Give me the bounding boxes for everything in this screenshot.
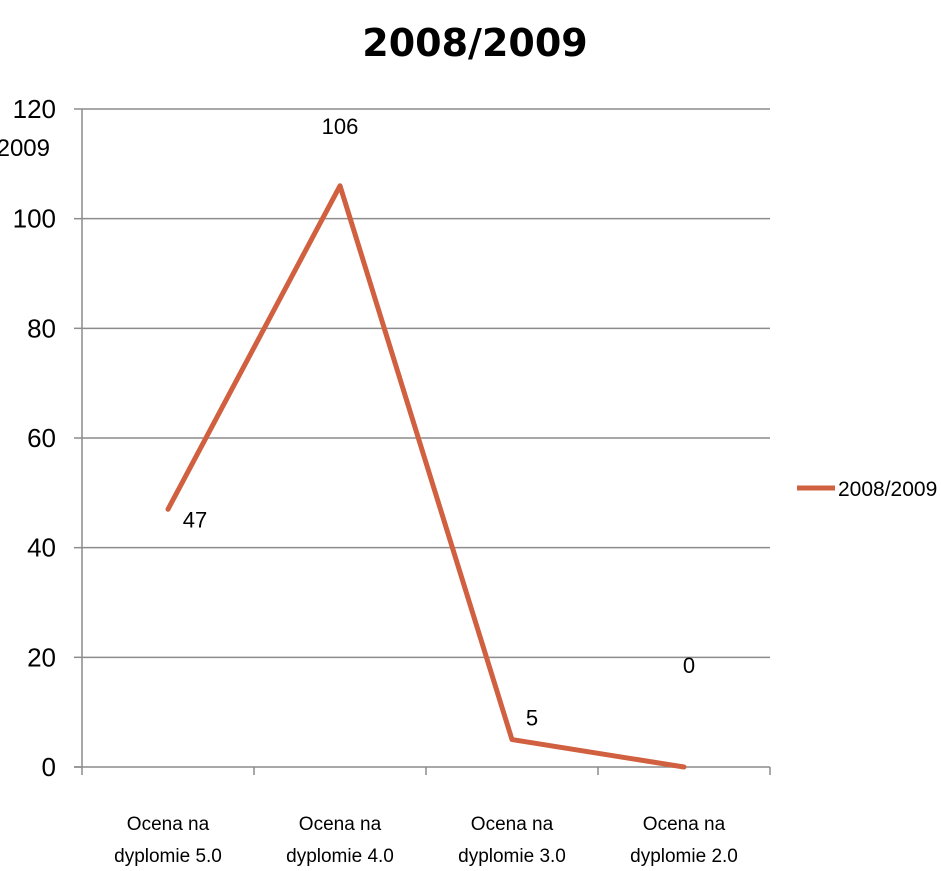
- legend: 2008/2009: [797, 478, 937, 501]
- y-axis-extra-label: 2009: [0, 135, 50, 162]
- series-lines: [165, 183, 687, 770]
- gridlines: [82, 108, 770, 659]
- y-tick-label: 20: [27, 642, 56, 672]
- x-tick-label: Ocena na dyplomie 2.0: [630, 814, 738, 867]
- data-label: 0: [683, 653, 695, 678]
- y-tick-label: 60: [27, 423, 56, 453]
- x-axis: Ocena na dyplomie 5.0 Ocena na dyplomie 4.0…: [74, 108, 771, 867]
- x-tick-label: Ocena na dyplomie 4.0: [286, 814, 394, 867]
- data-label: 5: [526, 706, 538, 731]
- chart-title: 2008/2009: [362, 21, 587, 65]
- data-label: 47: [183, 507, 207, 532]
- data-label: 106: [322, 114, 359, 139]
- series-line: [165, 183, 687, 770]
- y-tick-label: 100: [13, 204, 56, 234]
- y-tick-label: 0: [42, 752, 56, 782]
- y-tick-label: 40: [27, 533, 56, 563]
- y-tick-label: 120: [13, 94, 56, 124]
- legend-label: 2008/2009: [838, 478, 937, 501]
- x-tick-label: Ocena na dyplomie 3.0: [458, 814, 566, 867]
- y-tick-label: 80: [27, 313, 56, 343]
- data-labels: 47 106 5 0: [183, 114, 695, 731]
- y-axis-ticks: 0 20 40 60 80 100 120: [13, 94, 56, 782]
- x-tick-label: Ocena na dyplomie 5.0: [114, 814, 222, 867]
